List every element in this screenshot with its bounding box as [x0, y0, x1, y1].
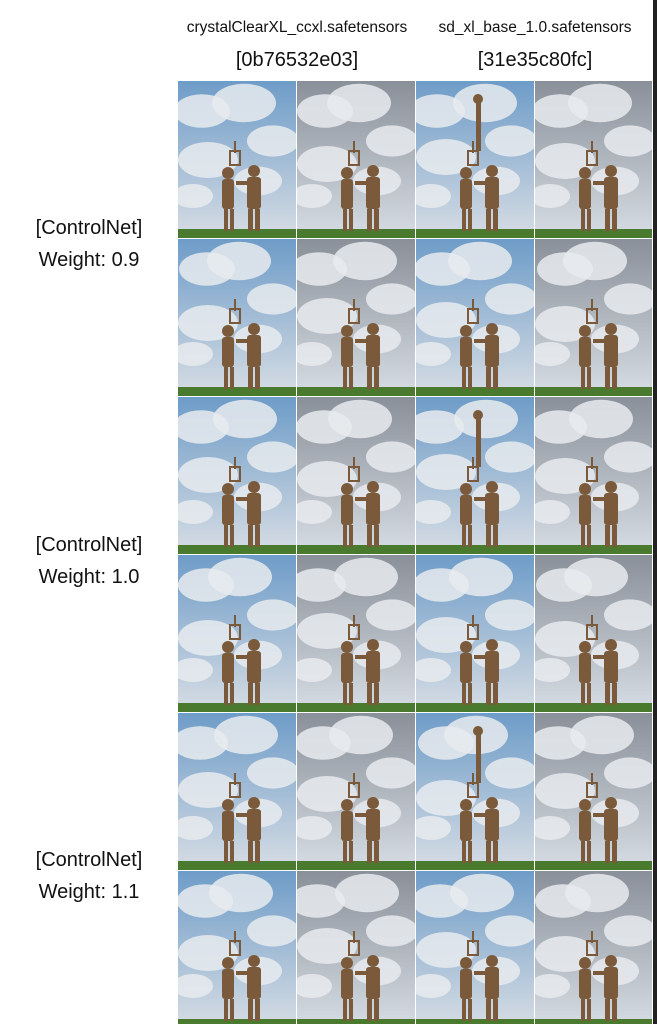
generated-image-thumbnail[interactable]: [535, 239, 652, 396]
row-label-line1: [ControlNet]: [35, 849, 143, 871]
generated-image-thumbnail[interactable]: [416, 81, 534, 238]
column-model-hash: [0b76532e03]: [235, 49, 359, 71]
row-label-line2: Weight: 1.0: [38, 566, 140, 588]
column-model-name: crystalClearXL_ccxl.safetensors: [186, 19, 408, 36]
generated-image-thumbnail[interactable]: [297, 871, 415, 1024]
generated-image-thumbnail[interactable]: [535, 871, 652, 1024]
generated-image-thumbnail[interactable]: [416, 871, 534, 1024]
generated-image-thumbnail[interactable]: [297, 555, 415, 712]
generated-image-thumbnail[interactable]: [535, 81, 652, 238]
generated-image-thumbnail[interactable]: [535, 713, 652, 870]
generated-image-thumbnail[interactable]: [178, 871, 296, 1024]
column-header-1: crystalClearXL_ccxl.safetensors [0b76532…: [178, 10, 416, 78]
generated-image-thumbnail[interactable]: [416, 713, 534, 870]
generated-image-thumbnail[interactable]: [416, 555, 534, 712]
generated-image-thumbnail[interactable]: [178, 239, 296, 396]
generated-image-thumbnail[interactable]: [297, 239, 415, 396]
generated-image-thumbnail[interactable]: [416, 397, 534, 554]
generated-image-thumbnail[interactable]: [535, 555, 652, 712]
row-label-2: [ControlNet] Weight: 1.0: [0, 529, 178, 593]
generated-image-thumbnail[interactable]: [178, 713, 296, 870]
column-header-2: sd_xl_base_1.0.safetensors [31e35c80fc]: [416, 10, 654, 78]
row-label-line2: Weight: 0.9: [38, 249, 140, 271]
row-label-line1: [ControlNet]: [35, 217, 143, 239]
generated-image-thumbnail[interactable]: [178, 81, 296, 238]
row-label-line1: [ControlNet]: [35, 534, 143, 556]
column-model-hash: [31e35c80fc]: [477, 49, 593, 71]
row-label-3: [ControlNet] Weight: 1.1: [0, 844, 178, 908]
generated-image-thumbnail[interactable]: [535, 397, 652, 554]
generated-image-thumbnail[interactable]: [297, 81, 415, 238]
generated-image-thumbnail[interactable]: [178, 397, 296, 554]
generated-image-thumbnail[interactable]: [297, 397, 415, 554]
scrollbar-edge[interactable]: [653, 0, 657, 1024]
generated-image-thumbnail[interactable]: [416, 239, 534, 396]
generated-image-thumbnail[interactable]: [178, 555, 296, 712]
image-grid: [178, 81, 652, 1024]
row-label-1: [ControlNet] Weight: 0.9: [0, 212, 178, 276]
row-label-line2: Weight: 1.1: [38, 881, 140, 903]
generated-image-thumbnail[interactable]: [297, 713, 415, 870]
column-model-name: sd_xl_base_1.0.safetensors: [438, 19, 632, 36]
